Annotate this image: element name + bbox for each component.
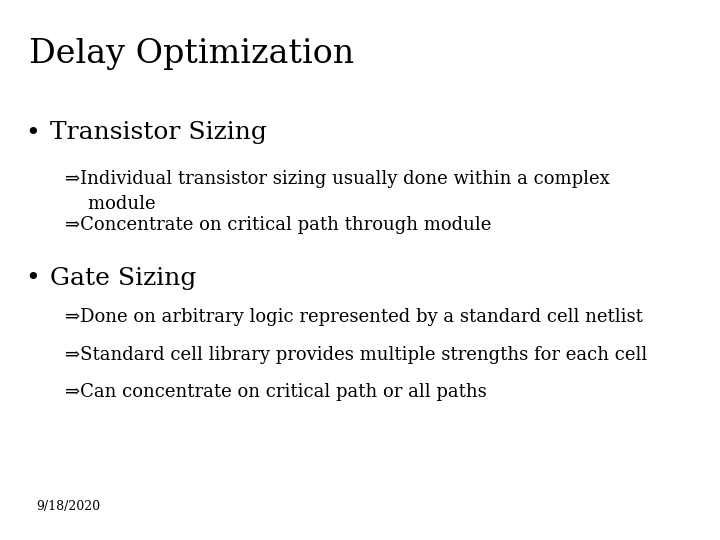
Text: Transistor Sizing: Transistor Sizing [50,122,267,145]
Text: ⇒Can concentrate on critical path or all paths: ⇒Can concentrate on critical path or all… [65,383,487,401]
Text: •: • [25,267,40,291]
Text: ⇒Concentrate on critical path through module: ⇒Concentrate on critical path through mo… [65,216,491,234]
Text: Gate Sizing: Gate Sizing [50,267,197,291]
Text: ⇒Done on arbitrary logic represented by a standard cell netlist: ⇒Done on arbitrary logic represented by … [65,308,643,326]
Text: ⇒Standard cell library provides multiple strengths for each cell: ⇒Standard cell library provides multiple… [65,346,647,363]
Text: ⇒Individual transistor sizing usually done within a complex
    module: ⇒Individual transistor sizing usually do… [65,170,610,213]
Text: •: • [25,122,40,145]
Text: 9/18/2020: 9/18/2020 [36,500,100,513]
Text: Delay Optimization: Delay Optimization [29,38,354,70]
